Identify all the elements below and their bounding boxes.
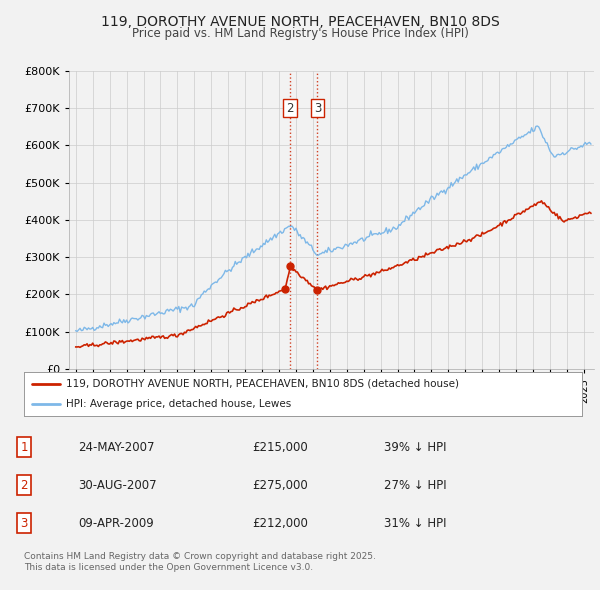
Text: 27% ↓ HPI: 27% ↓ HPI — [384, 478, 446, 492]
Text: Price paid vs. HM Land Registry's House Price Index (HPI): Price paid vs. HM Land Registry's House … — [131, 27, 469, 40]
Text: 3: 3 — [20, 517, 28, 530]
Text: 119, DOROTHY AVENUE NORTH, PEACEHAVEN, BN10 8DS: 119, DOROTHY AVENUE NORTH, PEACEHAVEN, B… — [101, 15, 499, 29]
Text: 30-AUG-2007: 30-AUG-2007 — [78, 478, 157, 492]
Text: 09-APR-2009: 09-APR-2009 — [78, 517, 154, 530]
Text: 2: 2 — [286, 101, 294, 114]
Text: 2: 2 — [20, 478, 28, 492]
Text: 1: 1 — [20, 441, 28, 454]
Text: 119, DOROTHY AVENUE NORTH, PEACEHAVEN, BN10 8DS (detached house): 119, DOROTHY AVENUE NORTH, PEACEHAVEN, B… — [66, 379, 459, 389]
Text: 3: 3 — [314, 101, 321, 114]
Text: 39% ↓ HPI: 39% ↓ HPI — [384, 441, 446, 454]
Text: £215,000: £215,000 — [252, 441, 308, 454]
Text: 24-MAY-2007: 24-MAY-2007 — [78, 441, 155, 454]
Text: HPI: Average price, detached house, Lewes: HPI: Average price, detached house, Lewe… — [66, 399, 291, 409]
Text: Contains HM Land Registry data © Crown copyright and database right 2025.
This d: Contains HM Land Registry data © Crown c… — [24, 552, 376, 572]
Text: £212,000: £212,000 — [252, 517, 308, 530]
Text: £275,000: £275,000 — [252, 478, 308, 492]
Text: 31% ↓ HPI: 31% ↓ HPI — [384, 517, 446, 530]
